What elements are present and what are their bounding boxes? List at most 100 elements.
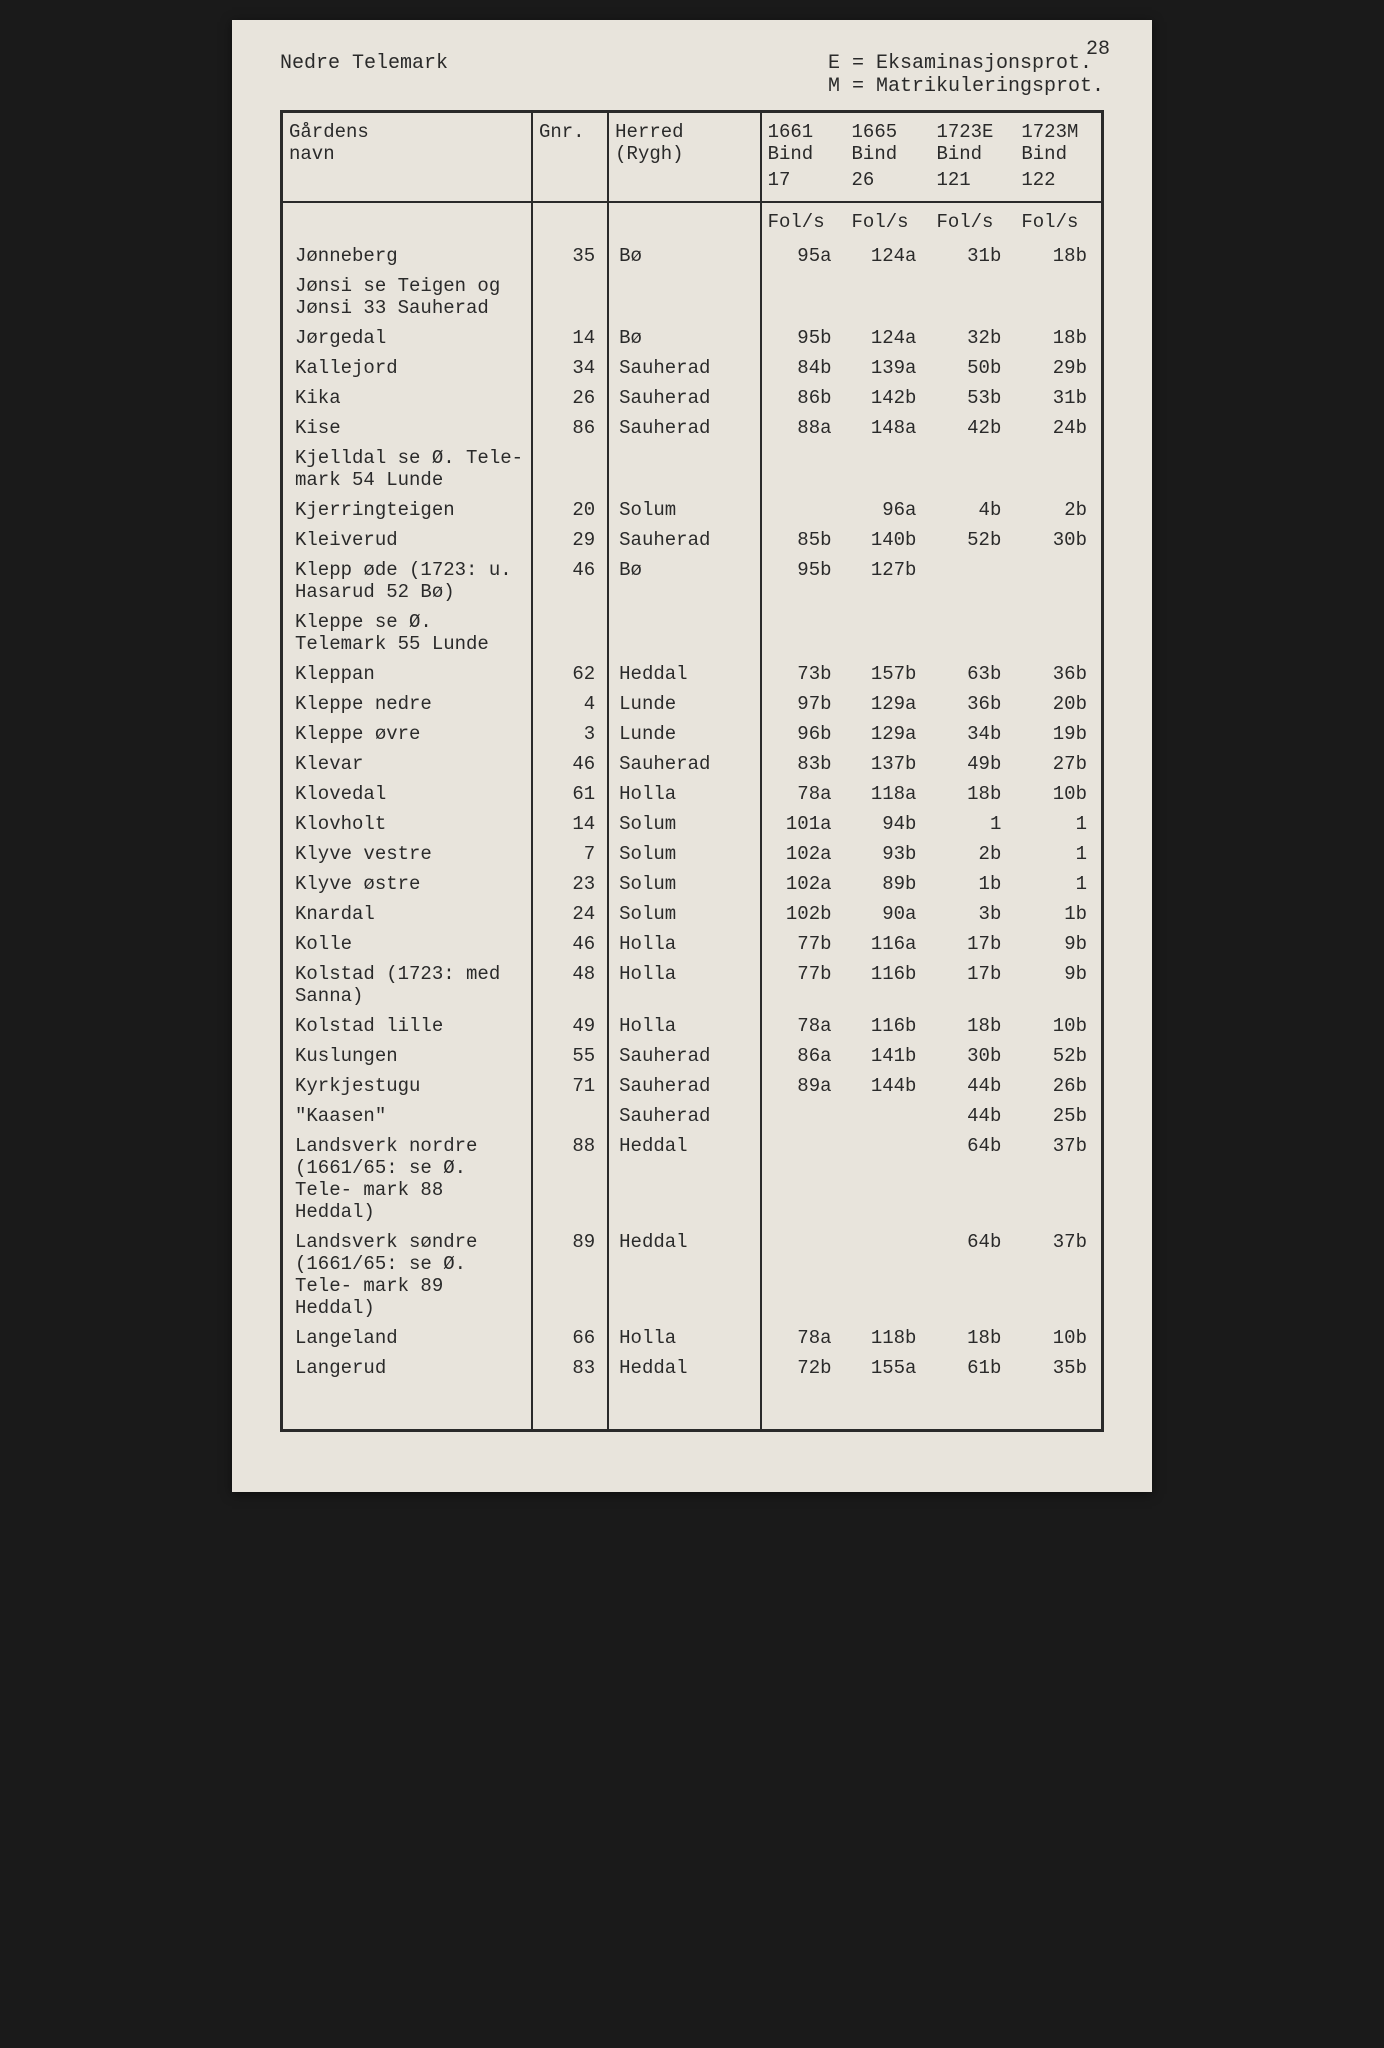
cell-col-name: Landsverk søndre (1661/65: se Ø. Tele- m… (282, 1227, 532, 1323)
cell-col-y4: 20b (1015, 689, 1102, 719)
cell-col-y1: 102b (761, 899, 846, 929)
cell-col-y2: 141b (846, 1041, 931, 1071)
cell-col-y3: 18b (930, 1011, 1015, 1041)
cell-col-herred: Sauherad (608, 353, 760, 383)
cell-col-herred: Heddal (608, 1353, 760, 1431)
table-body: Jønneberg35Bø95a124a31b18bJønsi se Teige… (282, 241, 1103, 1431)
cell-col-y1: 88a (761, 413, 846, 443)
cell-col-gnr: 35 (532, 241, 608, 271)
cell-col-name: Kolle (282, 929, 532, 959)
cell-col-y2: 129a (846, 689, 931, 719)
cell-col-y3 (930, 271, 1015, 323)
th-bind-17: 17 (761, 167, 846, 202)
document-page: 28 Nedre Telemark E = Eksaminasjonsprot.… (232, 20, 1152, 1492)
cell-col-y1 (761, 443, 846, 495)
cell-col-y3 (930, 443, 1015, 495)
cell-col-name: Landsverk nordre (1661/65: se Ø. Tele- m… (282, 1131, 532, 1227)
cell-col-name: Kyrkjestugu (282, 1071, 532, 1101)
cell-col-herred: Sauherad (608, 525, 760, 555)
cell-col-herred: Sauherad (608, 413, 760, 443)
cell-col-gnr (532, 271, 608, 323)
cell-col-y4: 1 (1015, 839, 1102, 869)
cell-col-gnr: 34 (532, 353, 608, 383)
cell-col-gnr: 89 (532, 1227, 608, 1323)
cell-col-y1: 78a (761, 1011, 846, 1041)
cell-col-y4: 36b (1015, 659, 1102, 689)
cell-col-name: Kise (282, 413, 532, 443)
table-row: Kika26Sauherad86b142b53b31b (282, 383, 1103, 413)
cell-col-y1: 73b (761, 659, 846, 689)
cell-col-name: Jørgedal (282, 323, 532, 353)
table-row: Landsverk nordre (1661/65: se Ø. Tele- m… (282, 1131, 1103, 1227)
cell-col-herred: Holla (608, 1011, 760, 1041)
cell-col-y2: 137b (846, 749, 931, 779)
th-bind-122: 122 (1015, 167, 1102, 202)
cell-col-name: Jønsi se Teigen og Jønsi 33 Sauherad (282, 271, 532, 323)
cell-col-y3: 1 (930, 809, 1015, 839)
table-row: Jønsi se Teigen og Jønsi 33 Sauherad (282, 271, 1103, 323)
cell-col-y2: 90a (846, 899, 931, 929)
cell-col-gnr: 62 (532, 659, 608, 689)
table-row: "Kaasen"Sauherad44b25b (282, 1101, 1103, 1131)
cell-col-y3: 49b (930, 749, 1015, 779)
table-row: Klyve østre23Solum102a89b1b1 (282, 869, 1103, 899)
cell-col-y4: 29b (1015, 353, 1102, 383)
cell-col-herred: Lunde (608, 689, 760, 719)
cell-col-herred: Bø (608, 241, 760, 271)
cell-col-y1: 102a (761, 869, 846, 899)
th-bind-26: 26 (846, 167, 931, 202)
cell-col-y4: 10b (1015, 779, 1102, 809)
cell-col-name: Klovholt (282, 809, 532, 839)
cell-col-y4: 1b (1015, 899, 1102, 929)
cell-col-name: Kleppe øvre (282, 719, 532, 749)
cell-col-herred: Solum (608, 839, 760, 869)
cell-col-gnr: 46 (532, 749, 608, 779)
cell-col-name: Klovedal (282, 779, 532, 809)
cell-col-y2: 140b (846, 525, 931, 555)
cell-col-herred: Sauherad (608, 1041, 760, 1071)
cell-col-y2: 93b (846, 839, 931, 869)
cell-col-y4: 35b (1015, 1353, 1102, 1431)
cell-col-herred: Solum (608, 899, 760, 929)
th-fols-2: Fol/s (846, 202, 931, 241)
cell-col-gnr: 4 (532, 689, 608, 719)
cell-col-gnr: 46 (532, 929, 608, 959)
th-name: Gårdens navn (282, 112, 532, 168)
cell-col-gnr: 14 (532, 323, 608, 353)
cell-col-name: Kleppan (282, 659, 532, 689)
cell-col-name: Kolstad (1723: med Sanna) (282, 959, 532, 1011)
cell-col-herred: Holla (608, 959, 760, 1011)
cell-col-y1 (761, 1101, 846, 1131)
cell-col-y1: 72b (761, 1353, 846, 1431)
cell-col-y3: 42b (930, 413, 1015, 443)
cell-col-name: Klevar (282, 749, 532, 779)
table-row: Kleppan62Heddal73b157b63b36b (282, 659, 1103, 689)
cell-col-y2: 155a (846, 1353, 931, 1431)
cell-col-y2 (846, 1131, 931, 1227)
table-row: Kleiverud29Sauherad85b140b52b30b (282, 525, 1103, 555)
cell-col-herred: Sauherad (608, 1071, 760, 1101)
cell-col-y4: 1 (1015, 809, 1102, 839)
cell-col-y3 (930, 607, 1015, 659)
cell-col-y2 (846, 607, 931, 659)
table-row: Kjerringteigen20Solum96a4b2b (282, 495, 1103, 525)
cell-col-herred: Bø (608, 323, 760, 353)
cell-col-y1: 78a (761, 779, 846, 809)
cell-col-gnr: 20 (532, 495, 608, 525)
cell-col-y4 (1015, 443, 1102, 495)
table-row: Klovedal61Holla78a118a18b10b (282, 779, 1103, 809)
cell-col-y1: 89a (761, 1071, 846, 1101)
cell-col-y4: 37b (1015, 1227, 1102, 1323)
cell-col-y4: 26b (1015, 1071, 1102, 1101)
cell-col-y3: 32b (930, 323, 1015, 353)
cell-col-y4: 52b (1015, 1041, 1102, 1071)
cell-col-y4: 31b (1015, 383, 1102, 413)
th-fols-1: Fol/s (761, 202, 846, 241)
table-row: Kolstad lille49Holla78a116b18b10b (282, 1011, 1103, 1041)
cell-col-name: Langeland (282, 1323, 532, 1353)
cell-col-y3: 17b (930, 959, 1015, 1011)
cell-col-y2: 124a (846, 241, 931, 271)
cell-col-name: Kleiverud (282, 525, 532, 555)
cell-col-y2: 157b (846, 659, 931, 689)
cell-col-y2: 94b (846, 809, 931, 839)
